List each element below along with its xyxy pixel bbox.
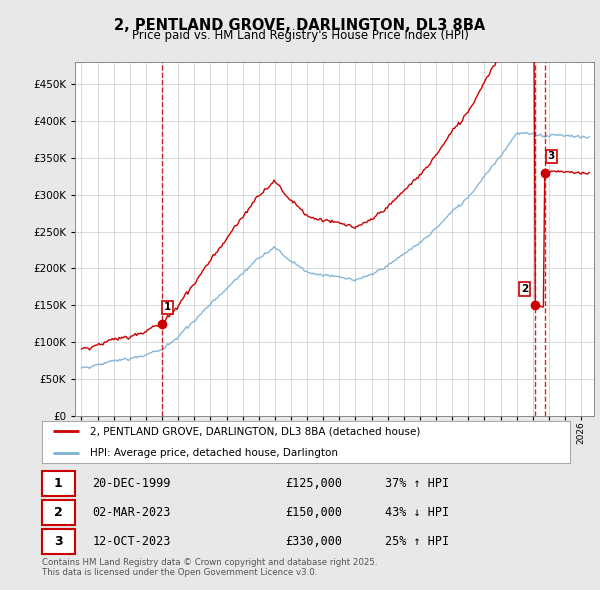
Text: 02-MAR-2023: 02-MAR-2023 [92, 506, 170, 519]
Text: 3: 3 [548, 151, 555, 161]
Text: 25% ↑ HPI: 25% ↑ HPI [385, 535, 449, 548]
Text: Price paid vs. HM Land Registry's House Price Index (HPI): Price paid vs. HM Land Registry's House … [131, 30, 469, 42]
Text: 1: 1 [54, 477, 63, 490]
Text: HPI: Average price, detached house, Darlington: HPI: Average price, detached house, Darl… [89, 448, 338, 457]
Text: 2, PENTLAND GROVE, DARLINGTON, DL3 8BA (detached house): 2, PENTLAND GROVE, DARLINGTON, DL3 8BA (… [89, 427, 420, 436]
Text: 1: 1 [164, 303, 171, 313]
Text: £125,000: £125,000 [285, 477, 342, 490]
FancyBboxPatch shape [42, 500, 75, 525]
FancyBboxPatch shape [42, 529, 75, 554]
Text: 43% ↓ HPI: 43% ↓ HPI [385, 506, 449, 519]
Text: £330,000: £330,000 [285, 535, 342, 548]
Text: 12-OCT-2023: 12-OCT-2023 [92, 535, 170, 548]
Text: £150,000: £150,000 [285, 506, 342, 519]
Text: 2: 2 [54, 506, 63, 519]
Text: 37% ↑ HPI: 37% ↑ HPI [385, 477, 449, 490]
Text: 2: 2 [521, 284, 528, 294]
Text: 3: 3 [54, 535, 62, 548]
Text: 20-DEC-1999: 20-DEC-1999 [92, 477, 170, 490]
FancyBboxPatch shape [42, 471, 75, 496]
Text: Contains HM Land Registry data © Crown copyright and database right 2025.
This d: Contains HM Land Registry data © Crown c… [42, 558, 377, 577]
Text: 2, PENTLAND GROVE, DARLINGTON, DL3 8BA: 2, PENTLAND GROVE, DARLINGTON, DL3 8BA [115, 18, 485, 32]
